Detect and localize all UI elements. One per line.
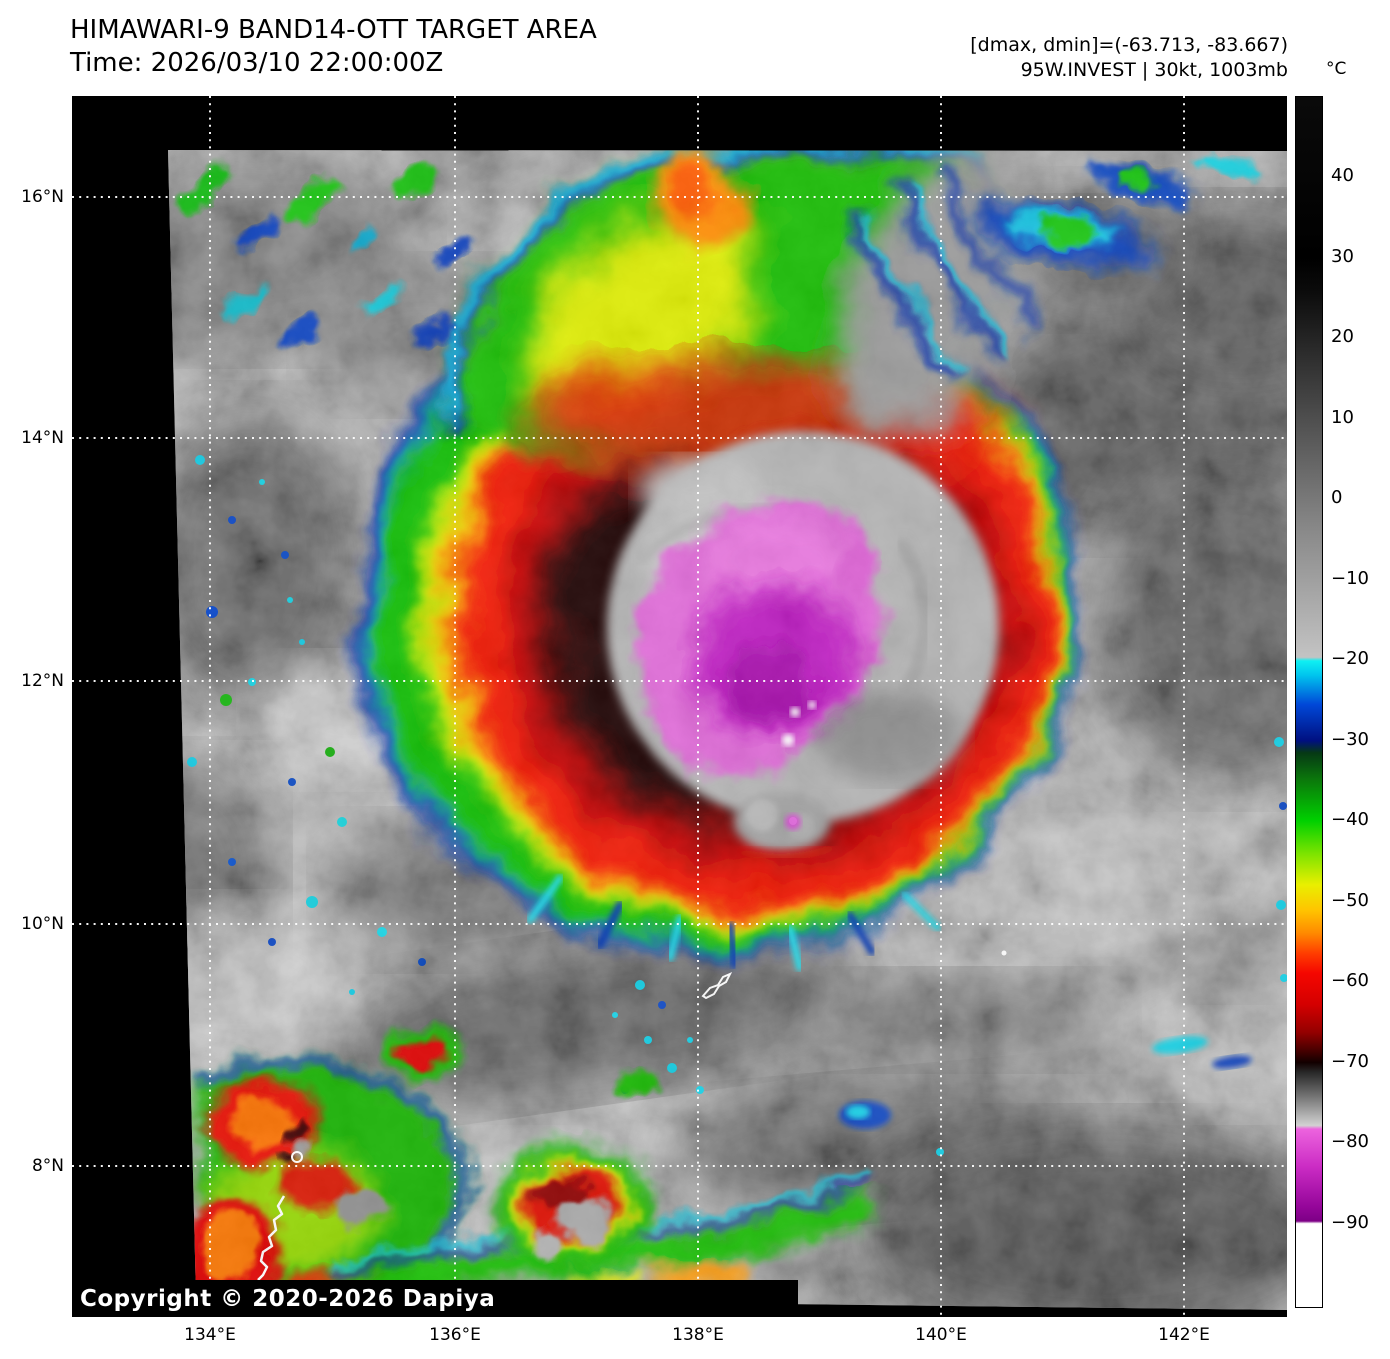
colorbar-tick: −40 [1331, 809, 1369, 830]
colorbar-tick: −50 [1331, 890, 1369, 911]
copyright-bar [72, 1280, 798, 1317]
colorbar-tick: 10 [1331, 407, 1354, 428]
y-axis-label: 14°N [21, 428, 64, 448]
x-axis-label: 134°E [184, 1325, 236, 1345]
copyright-text: Copyright © 2020-2026 Dapiya [80, 1286, 496, 1312]
info-block: [dmax, dmin]=(-63.713, -83.667) 95W.INVE… [970, 33, 1288, 83]
page-title: HIMAWARI-9 BAND14-OTT TARGET AREA [70, 15, 597, 45]
x-axis-label: 142°E [1158, 1325, 1210, 1345]
y-axis-label: 12°N [21, 671, 64, 691]
colorbar-tick: 30 [1331, 246, 1354, 267]
dmax-dmin-readout: [dmax, dmin]=(-63.713, -83.667) [970, 34, 1288, 56]
colorbar-tick: −20 [1331, 648, 1369, 669]
colorbar-tick: −10 [1331, 568, 1369, 589]
colorbar-tick: −30 [1331, 729, 1369, 750]
colorbar-tick: −80 [1331, 1131, 1369, 1152]
satellite-scene [168, 150, 1287, 1310]
x-axis-label: 140°E [915, 1325, 967, 1345]
colorbar-tick: 0 [1331, 487, 1343, 508]
colorbar-tick: −60 [1331, 970, 1369, 991]
colorbar-tick: 40 [1331, 165, 1354, 186]
x-axis-label: 138°E [672, 1325, 724, 1345]
y-axis-label: 10°N [21, 914, 64, 934]
y-axis-label: 8°N [31, 1156, 64, 1176]
colorbar-tick: −90 [1331, 1212, 1369, 1233]
colorbar-unit-label: °C [1326, 59, 1347, 79]
colorbar-tick: −70 [1331, 1051, 1369, 1072]
x-axis-label: 136°E [429, 1325, 481, 1345]
y-axis-label: 16°N [21, 187, 64, 207]
gridlines [72, 96, 1287, 1317]
colorbar-tick: 20 [1331, 326, 1354, 347]
colorbar [1295, 96, 1323, 1308]
timestamp: Time: 2026/03/10 22:00:00Z [70, 48, 444, 78]
storm-info-readout: 95W.INVEST | 30kt, 1003mb [1020, 59, 1288, 81]
